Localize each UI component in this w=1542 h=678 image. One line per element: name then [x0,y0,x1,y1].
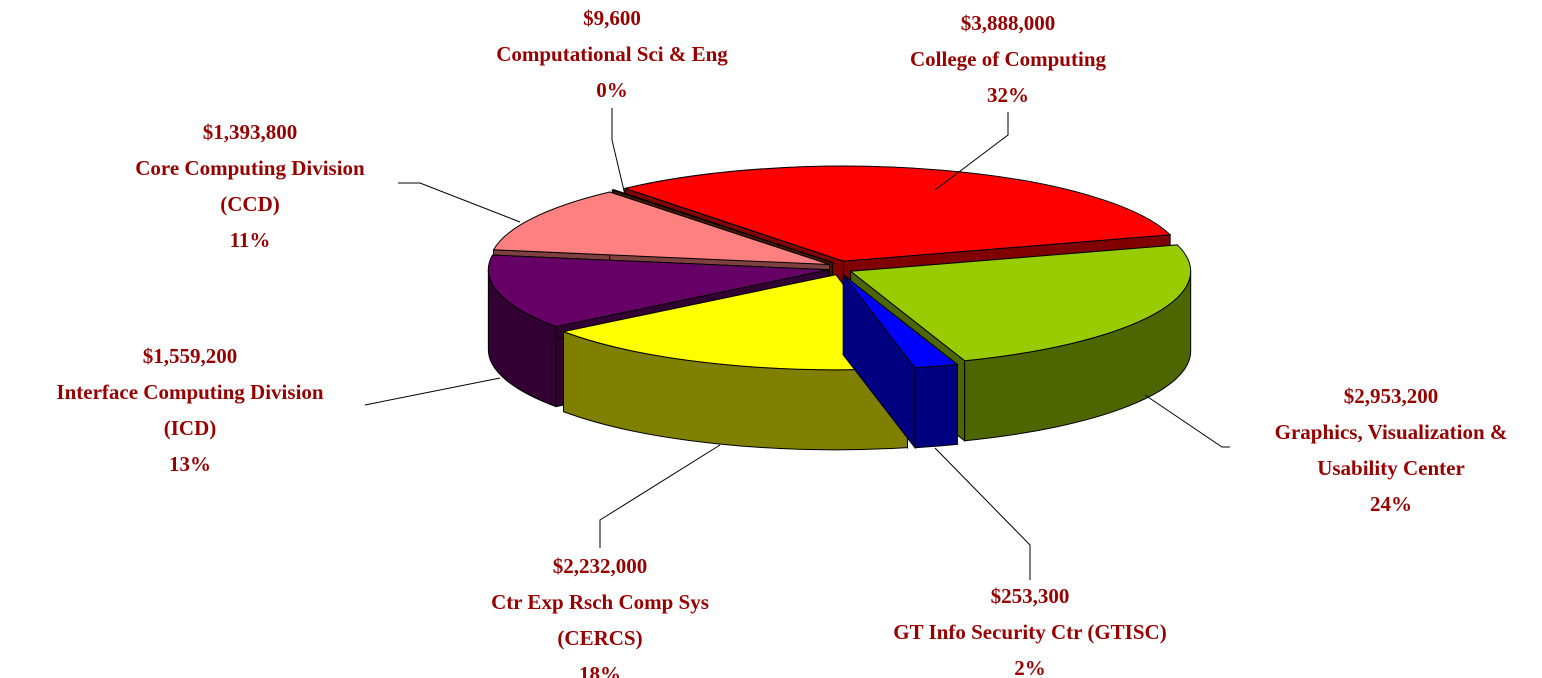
leader-line [611,108,626,196]
slice-top [487,254,829,328]
percent-label: 2% [1014,656,1046,678]
percent-label: 11% [229,228,271,252]
category-label: Core Computing Division (CCD) [135,156,365,216]
category-label: Ctr Exp Rsch Comp Sys (CERCS) [491,590,709,650]
percent-label: 18% [578,662,621,678]
slice-top [492,191,830,265]
value-label: $9,600 [583,6,641,30]
leader-line [599,444,721,548]
data-label: $3,888,000 College of Computing 32% [910,5,1106,113]
slice [842,273,959,450]
value-label: $2,953,200 [1343,384,1439,408]
slice-top [610,189,833,263]
value-label: $1,559,200 [142,344,238,368]
leader-line [934,447,1031,580]
value-label: $1,393,800 [202,120,298,144]
percent-label: 0% [596,78,628,102]
value-label: $2,232,000 [552,554,648,578]
leader-line [364,377,501,406]
leader-line [1144,394,1230,448]
category-label: GT Info Security Ctr (GTISC) [893,620,1167,644]
percent-label: 24% [1370,492,1412,516]
data-label: $1,559,200 Interface Computing Division (… [56,338,323,482]
data-label: $9,600 Computational Sci & Eng 0% [496,0,728,108]
data-label: $2,232,000 Ctr Exp Rsch Comp Sys (CERCS) 1… [491,548,709,678]
category-label: Interface Computing Division (ICD) [56,380,324,440]
percent-label: 13% [168,452,211,476]
slice-top [623,165,1172,262]
leader-line [398,182,521,223]
slice-top [849,244,1192,362]
category-label: Computational Sci & Eng [496,42,728,66]
data-label: $2,953,200 Graphics, Visualization & Usab… [1275,378,1508,522]
data-label: $1,393,800 Core Computing Division (CCD) 1… [135,114,364,258]
slice-top [842,274,959,369]
leader-line [934,112,1009,191]
category-label: Graphics, Visualization & Usability Cent… [1274,420,1508,480]
slice-wall [914,363,958,449]
data-label: $253,300 GT Info Security Ctr (GTISC) 2% [893,578,1166,678]
category-label: College of Computing [910,47,1106,71]
percent-label: 32% [987,83,1029,107]
value-label: $3,888,000 [960,11,1056,35]
value-label: $253,300 [990,584,1070,608]
